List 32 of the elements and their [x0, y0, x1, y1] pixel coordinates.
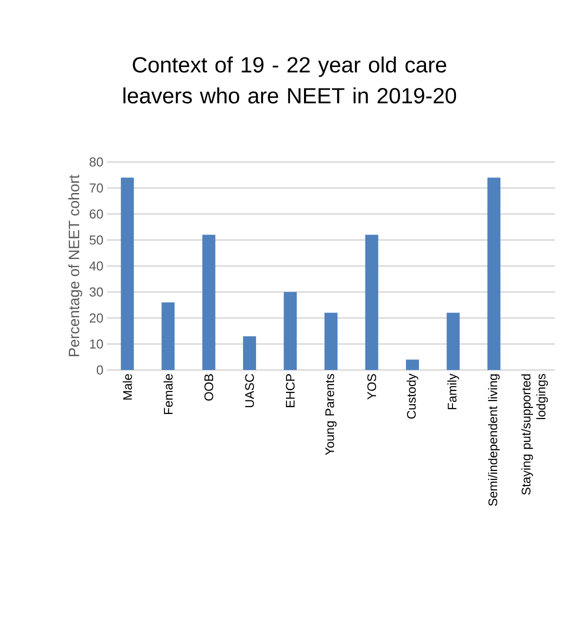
bar [406, 360, 419, 370]
bar [446, 312, 460, 370]
x-tick-label: Young Parents [325, 374, 337, 456]
bar [202, 234, 216, 370]
x-tick-label: Semi/independent living [488, 374, 500, 506]
bar [284, 292, 297, 370]
y-tick-label: 60 [90, 209, 103, 219]
y-tick-label: 50 [90, 235, 103, 245]
x-tick-label: YOS [367, 374, 376, 400]
chart-title: Context of 19 - 22 year old care leavers who are NEET in 2019-20 [123, 56, 456, 104]
bar [324, 312, 338, 370]
y-tick-label: 30 [90, 287, 103, 297]
x-tick-label: Female [164, 374, 173, 414]
bar [365, 234, 378, 370]
y-tick-label: 0 [96, 365, 103, 375]
x-tick-label: EHCP [286, 374, 295, 408]
y-axis-title: Percentage of NEET cohort [68, 174, 82, 356]
y-tick-label: 80 [90, 157, 103, 167]
x-tick-label: OOB [204, 374, 214, 401]
y-tick-label: 70 [90, 183, 103, 193]
x-tick-label: Staying put/supported lodgings [521, 374, 548, 495]
x-tick-label: Male [122, 374, 132, 400]
bar [162, 302, 175, 370]
x-tick-label: UASC [245, 374, 254, 408]
x-tick-label: Custody [406, 374, 418, 419]
y-tick-label: 10 [90, 339, 103, 349]
bar [120, 178, 134, 370]
bar [487, 178, 500, 370]
y-tick-label: 40 [89, 261, 103, 271]
y-tick-label: 20 [90, 313, 103, 323]
bar [243, 336, 256, 370]
x-tick-label: Family [447, 374, 459, 410]
